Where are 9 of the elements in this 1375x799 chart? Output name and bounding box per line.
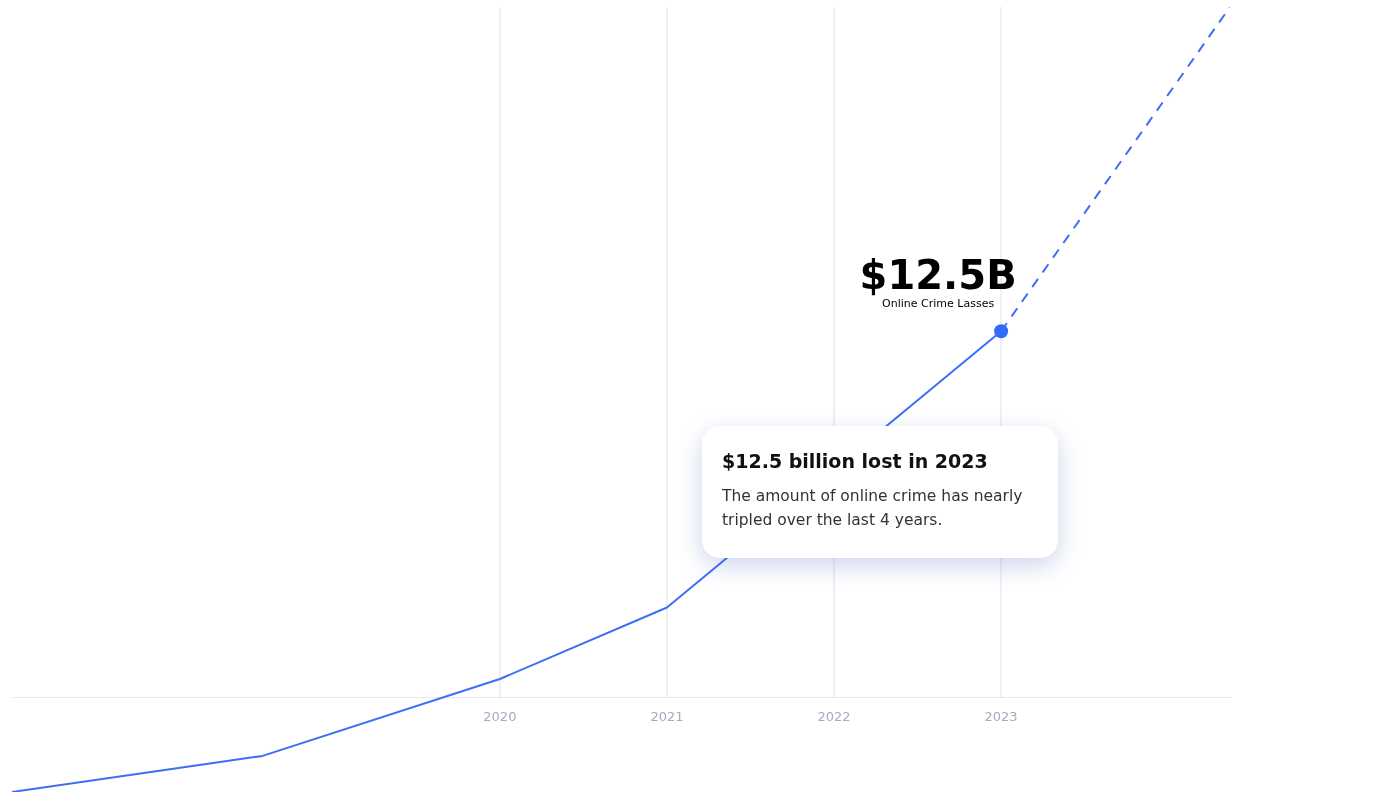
annotation: The amount of online crime has nearly tripled over the last 4 years. [722, 486, 1024, 531]
annotation: Online Crime Lasses [882, 297, 995, 311]
x-tick-label: 2021 [650, 708, 684, 724]
x-tick-label: 2023 [984, 708, 1018, 724]
x-tick-label: 2022 [817, 708, 851, 724]
callout-card: $12.5 billion lost in 2023 The amount of online crime has nearly tripled over the last 4 years. [702, 426, 1058, 558]
annotation: $12.5B [859, 252, 1017, 299]
annotation: $12.5 billion lost in 2023 [722, 450, 989, 472]
x-tick-label: 2020 [483, 708, 517, 724]
